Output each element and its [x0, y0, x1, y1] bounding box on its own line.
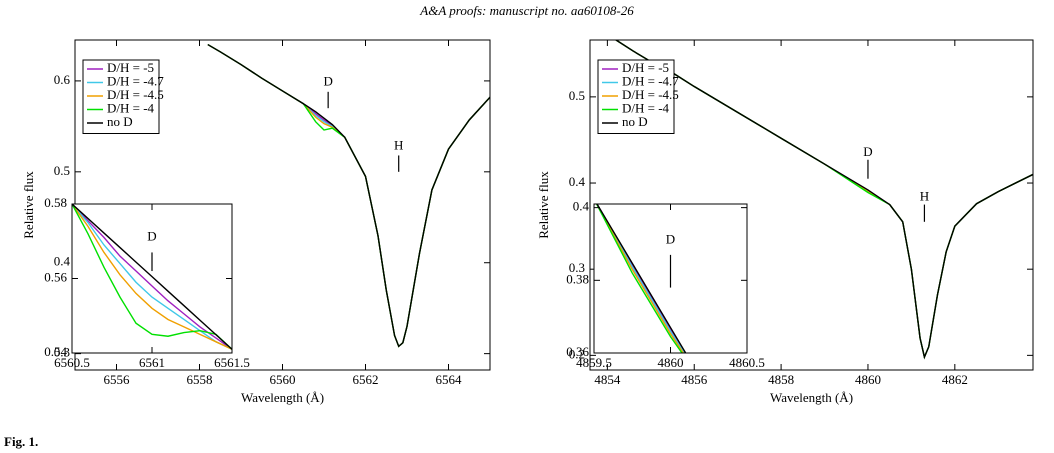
- line-series: [596, 204, 687, 353]
- x-tick-label: 4860: [855, 372, 881, 387]
- legend-label: D/H = -4: [622, 100, 670, 115]
- y-tick-label: 0.4: [569, 174, 586, 189]
- annotation: D: [323, 74, 332, 89]
- x-tick-label: 4859.5: [576, 355, 612, 370]
- inset-chart: 6560.5 6561 6561.5 0.54 0.56 0.58 D: [44, 195, 250, 370]
- y-tick-label: 0.6: [54, 72, 71, 87]
- annotation: D: [863, 144, 872, 159]
- line-series: [595, 204, 683, 353]
- caption: Fig. 1.: [4, 434, 38, 449]
- legend-label: D/H = -4.5: [107, 87, 164, 102]
- x-axis-label: Wavelength (Å): [770, 390, 853, 405]
- x-tick-label: 6561.5: [214, 355, 250, 370]
- legend-label: D/H = -4: [107, 100, 155, 115]
- y-tick-label: 0.5: [569, 88, 585, 103]
- y-tick-label: 0.5: [54, 163, 70, 178]
- x-axis-label: Wavelength (Å): [241, 390, 324, 405]
- legend-label: D/H = -5: [622, 60, 669, 75]
- legend-label: no D: [107, 114, 133, 129]
- x-tick-label: 4858: [768, 372, 794, 387]
- legend-label: D/H = -5: [107, 60, 154, 75]
- x-tick-label: 4860.5: [729, 355, 765, 370]
- x-tick-label: 6558: [187, 372, 213, 387]
- plot-area: [207, 43, 490, 348]
- line-series: [595, 204, 685, 353]
- y-tick-label: 0.38: [566, 271, 589, 286]
- plot-area: [595, 204, 687, 353]
- legend-label: D/H = -4.5: [622, 87, 679, 102]
- y-tick-label: 0.3: [54, 345, 70, 360]
- x-tick-label: 4862: [942, 372, 968, 387]
- legend-label: D/H = -4.7: [107, 73, 164, 88]
- page-header: A&A proofs: manuscript no. aa60108-26: [419, 3, 634, 18]
- line-series: [72, 204, 232, 350]
- x-tick-label: 4856: [681, 372, 708, 387]
- x-tick-label: 6564: [436, 372, 463, 387]
- inset-chart: 4859.5 4860 4860.5 0.36 0.38 0.4 D: [566, 199, 765, 370]
- x-tick-label: 4854: [594, 372, 621, 387]
- y-axis-label: Relative flux: [536, 171, 551, 239]
- y-tick-label: 0.2: [569, 346, 585, 361]
- line-series: [72, 204, 232, 350]
- x-tick-label: 6560: [270, 372, 296, 387]
- line-series: [72, 204, 232, 350]
- y-tick-label: 0.3: [569, 260, 585, 275]
- y-tick-label: 0.58: [44, 195, 67, 210]
- annotation: D: [147, 229, 156, 244]
- x-tick-label: 6561: [139, 355, 165, 370]
- annotation: D: [666, 231, 675, 246]
- y-tick-label: 0.36: [566, 344, 589, 359]
- line-series: [207, 43, 490, 348]
- x-tick-label: 6560.5: [54, 355, 90, 370]
- line-series: [72, 204, 232, 350]
- line-series: [72, 204, 232, 350]
- plot-frame: [589, 39, 1034, 371]
- x-tick-label: 6562: [353, 372, 379, 387]
- y-tick-label: 0.56: [44, 269, 67, 284]
- x-tick-label: 4860: [658, 355, 684, 370]
- annotation: H: [920, 189, 929, 204]
- y-tick-label: 0.4: [573, 199, 590, 214]
- x-tick-label: 6556: [104, 372, 131, 387]
- y-axis-label: Relative flux: [21, 171, 36, 239]
- legend-label: no D: [622, 114, 648, 129]
- annotation: H: [394, 137, 403, 152]
- y-tick-label: 0.54: [44, 344, 67, 359]
- y-tick-label: 0.4: [54, 254, 71, 269]
- plot-area: [72, 204, 232, 350]
- legend-label: D/H = -4.7: [622, 73, 679, 88]
